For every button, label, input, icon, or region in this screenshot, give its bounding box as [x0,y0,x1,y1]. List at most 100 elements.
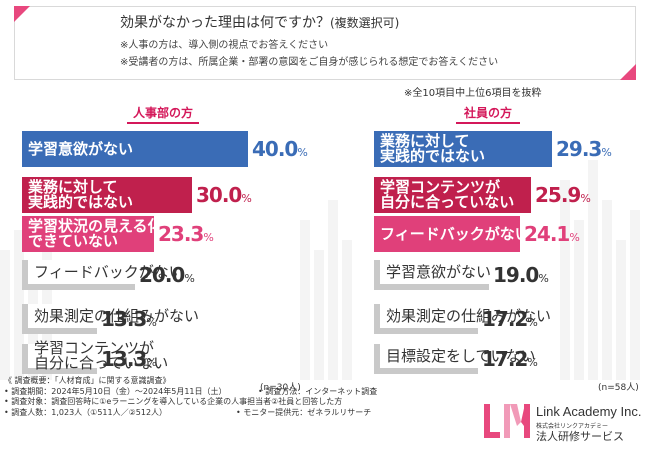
bar-label-line: 実践的ではない [28,193,134,211]
question-title: 効果がなかった理由は何ですか？(複数選択可) [120,12,399,32]
bar-label-hr-3: 学習状況の見える化が できていない [28,219,178,249]
value-number: 40.0 [252,137,298,161]
question-title-sub: (複数選択可) [330,16,400,30]
bar-label-line: 効果測定の仕組みがない [34,307,200,325]
value-label-employee-5: 17.2% [482,307,538,331]
survey-overview-heading: 《 調査概要：「人材育成」に関する意識調査》 [4,376,171,385]
employee-section-title: 社員の方 [454,104,522,124]
value-unit: % [146,356,157,369]
survey-overview: 《 調査概要：「人材育成」に関する意識調査》 • 調査期間：2024年5月10日… [4,376,404,418]
bar-hr-2 [22,177,192,213]
bar-employee-6 [374,344,478,374]
value-label-hr-2: 30.0% [196,183,252,207]
bar-label-employee-5: 効果測定の仕組みがない [386,309,551,324]
bar-hr-3 [22,216,154,252]
bar-label-employee-2: 学習コンテンツが 自分に合っていない [380,180,514,210]
bar-label-hr-5: 効果測定の仕組みがない [34,309,199,324]
bar-employee-3 [374,216,520,252]
bar-label-line: フィードバックがない [34,263,184,281]
value-unit: % [297,146,308,159]
hr-section-title-text: 人事部の方 [132,106,193,120]
value-number: 17.2 [482,307,528,331]
value-unit: % [203,231,214,244]
value-unit: % [146,316,157,329]
bar-employee-1 [374,131,552,167]
bar-label-line: 学習状況の見える化が [28,217,178,235]
value-unit: % [184,272,195,285]
bar-label-employee-3: フィードバックがない [380,227,530,242]
bar-label-line: 学習意欲がない [28,140,134,158]
bar-label-hr-1: 学習意欲がない [28,142,133,157]
value-label-hr-5: 13.3% [101,307,157,331]
survey-method: • 調査方法：インターネット調査 [258,386,378,396]
bar-label-hr-2: 業務に対して 実践的ではない [28,180,133,210]
bar-label-line: 効果測定の仕組みがない [386,307,552,325]
bar-label-line: 学習コンテンツが [380,178,501,196]
survey-monitor: • モニター提供元：ゼネラルリサーチ [236,407,372,417]
bar-label-line: 実践的ではない [380,147,486,165]
hr-sample-size: (n=30人) [260,383,301,393]
value-number: 23.3 [158,222,204,246]
bar-label-employee-6: 目標設定をしていない [386,349,536,364]
value-number: 29.3 [556,137,602,161]
corner-accent-top-left [14,6,30,22]
bar-label-line: 学習意欲がない [386,263,492,281]
value-number: 13.3 [101,307,147,331]
excerpt-note: ※全10項目中上位6項目を抜粋 [404,88,542,99]
bar-label-line: 自分に合っていない [380,193,515,211]
question-title-text: 効果がなかった理由は何ですか？ [120,15,330,31]
bar-label-employee-4: 学習意欲がない [386,265,491,280]
logo-service-name: 法人研修サービス [536,430,624,443]
bar-label-line: フィードバックがない [380,225,530,243]
bar-label-employee-1: 業務に対して 実践的ではない [380,134,485,164]
bar-employee-4 [374,260,489,290]
bar-hr-1 [22,131,248,167]
logo-company-name-ja: 株式会社リンクアカデミー [536,423,609,430]
value-number: 13.3 [101,347,147,371]
value-number: 20.0 [139,263,185,287]
value-number: 24.1 [524,222,570,246]
employee-sample-size: (n=58人) [598,383,639,393]
value-label-hr-3: 23.3% [158,222,214,246]
value-unit: % [580,192,591,205]
employee-title-underline [456,122,520,124]
value-number: 25.9 [535,183,581,207]
value-unit: % [527,356,538,369]
logo-company-name: Link Academy Inc. [536,404,642,419]
lm-logo-icon [484,404,530,438]
bar-employee-2 [374,177,531,213]
bar-label-hr-4: フィードバックがない [34,265,184,280]
value-number: 30.0 [196,183,242,207]
bar-label-line: 業務に対して [380,132,470,150]
value-label-employee-1: 29.3% [556,137,612,161]
value-unit: % [527,316,538,329]
hr-title-underline [127,122,199,124]
value-label-hr-4: 20.0% [139,263,195,287]
value-unit: % [241,192,252,205]
bar-hr-5 [22,304,97,334]
question-note-1: ※人事の方は、導入側の視点でお答えください [120,40,329,51]
bar-label-line: 目標設定をしていない [386,347,536,365]
hr-section-title: 人事部の方 [125,104,201,124]
value-number: 17.2 [482,347,528,371]
bar-label-line: できていない [28,232,119,250]
corner-accent-bottom-right [620,64,636,80]
question-box [14,6,636,80]
value-label-hr-1: 40.0% [252,137,308,161]
survey-count: • 調査人数：1,023人（①511人／②512人） [4,407,168,417]
value-label-employee-4: 19.0% [493,263,549,287]
value-unit: % [538,272,549,285]
bar-employee-5 [374,304,478,334]
bar-hr-4 [22,260,135,290]
value-number: 19.0 [493,263,539,287]
value-label-employee-6: 17.2% [482,347,538,371]
bar-label-line: 学習コンテンツが [34,339,155,357]
bar-label-hr-6: 学習コンテンツが 自分に合っていない [34,341,168,371]
bar-hr-6 [22,344,97,374]
value-unit: % [601,146,612,159]
value-label-employee-3: 24.1% [524,222,580,246]
employee-section-title-text: 社員の方 [463,106,512,120]
survey-period: • 調査期間：2024年5月10日（金）〜2024年5月11日（土） [4,386,227,396]
